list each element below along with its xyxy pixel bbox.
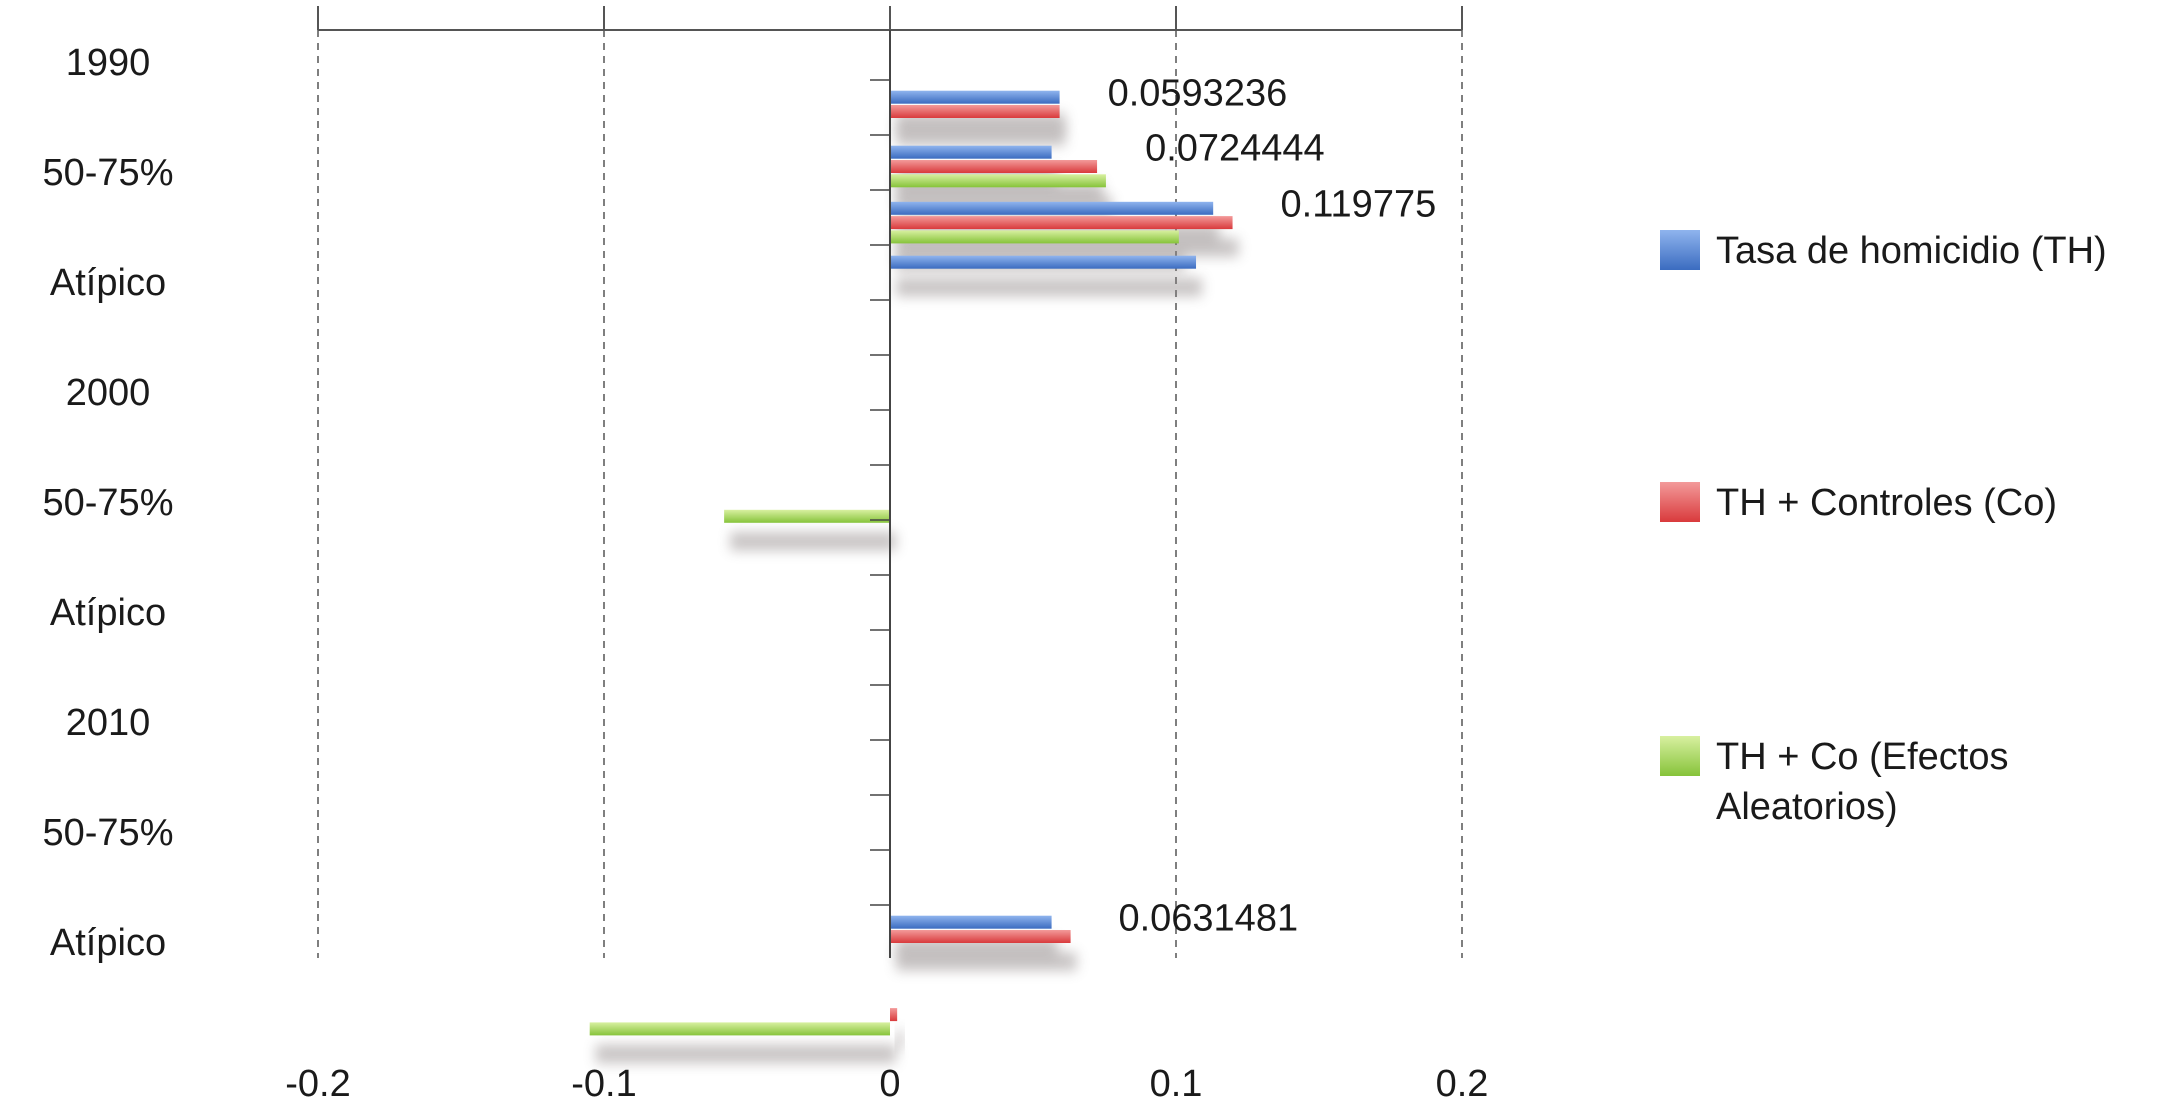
bar-green: [589, 1022, 890, 1036]
bar-blue: [890, 90, 1060, 104]
category-label: Atípico: [50, 262, 166, 304]
bar-red: [890, 1008, 898, 1022]
legend-swatch-blue: [1660, 230, 1700, 270]
data-label: 0.0593236: [1108, 73, 1288, 115]
category-label: 50-75%: [43, 152, 174, 194]
legend-item-th-co[interactable]: TH + Controles (Co): [1660, 478, 2057, 528]
bar-red: [890, 216, 1233, 230]
bar-blue: [890, 915, 1052, 929]
category-label: 50-75%: [43, 482, 174, 524]
bar-shadow: [730, 531, 896, 551]
bar-shadow: [896, 952, 1077, 971]
x-tick-label: 0: [879, 1063, 900, 1103]
axes: [317, 6, 1463, 958]
labels: -0.2 -0.1 0 0.1 0.2 1990 50-75% Atípico 2000 50-7…: [43, 42, 1489, 1103]
category-label: 50-75%: [43, 812, 174, 854]
legend-label-th-co-ea: TH + Co (Efectos Aleatorios): [1716, 736, 2009, 828]
bar-green: [890, 174, 1106, 188]
bar-blue: [890, 145, 1052, 159]
bar-blue: [890, 201, 1214, 215]
category-label: Atípico: [50, 592, 166, 634]
bar-red: [890, 160, 1098, 173]
x-tick-label: -0.1: [571, 1063, 636, 1103]
legend-item-th[interactable]: Tasa de homicidio (TH): [1660, 226, 2107, 276]
data-label: 0.0724444: [1145, 128, 1325, 170]
category-label: Atípico: [50, 922, 166, 964]
grid-lines: [317, 30, 1463, 958]
data-label: 0.119775: [1281, 184, 1437, 226]
bars: [589, 90, 1233, 1036]
legend-swatch-green: [1660, 736, 1700, 776]
bar-green: [724, 509, 890, 523]
bar-shadow: [595, 1044, 896, 1064]
bar-blue: [890, 255, 1197, 269]
bar-green: [890, 230, 1179, 244]
x-tick-label: 0.2: [1436, 1063, 1489, 1103]
x-tick-label: 0.1: [1150, 1063, 1203, 1103]
legend: Tasa de homicidio (TH) TH + Controles (C…: [1660, 0, 2172, 1103]
bar-red: [890, 105, 1060, 118]
legend-item-th-co-ea[interactable]: TH + Co (Efectos Aleatorios): [1660, 732, 2046, 832]
category-label: 2010: [66, 702, 151, 744]
category-label: 2000: [66, 372, 151, 414]
legend-swatch-red: [1660, 482, 1700, 522]
bar-shadow: [896, 277, 1203, 297]
legend-label-th-co: TH + Controles (Co): [1716, 482, 2058, 524]
bar-shadow: [896, 1030, 904, 1050]
bar-shadow: [896, 127, 1066, 146]
x-tick-label: -0.2: [285, 1063, 350, 1103]
legend-label-th: Tasa de homicidio (TH): [1716, 230, 2107, 272]
category-label: 1990: [66, 42, 151, 84]
bar-red: [890, 930, 1071, 943]
data-label: 0.0631481: [1118, 898, 1298, 940]
